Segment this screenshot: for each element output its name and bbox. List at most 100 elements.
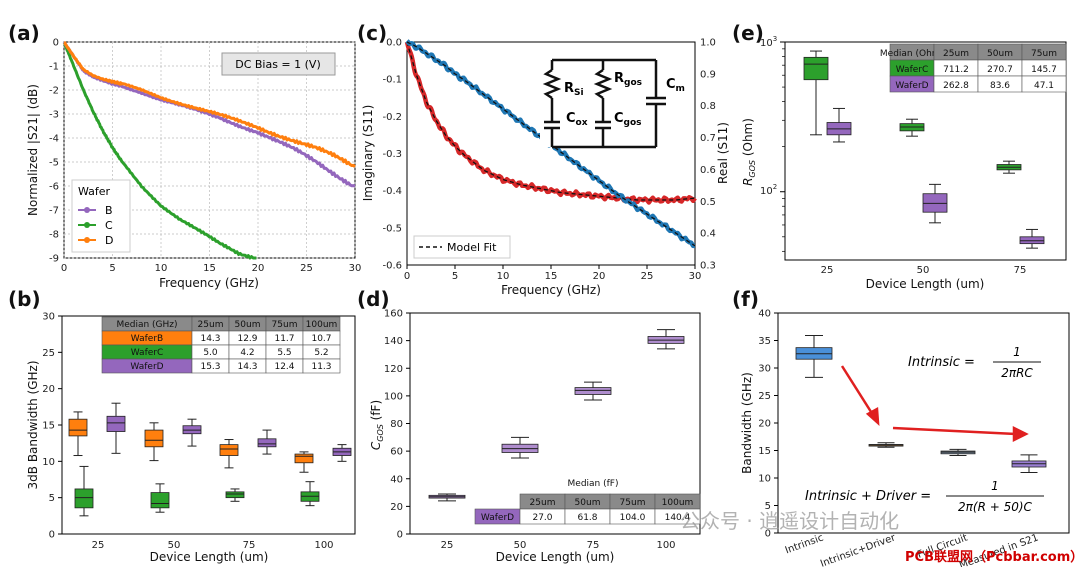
f-ytick: 15 [758,446,771,457]
panel-d-chart: 0 20 40 60 80 100 120 140 160 25 50 75 100 Median (f… [369,309,701,564]
panel-c-ylabel-left: Imaginary (S11) [361,105,375,202]
equation-intrinsic-den: 2πRC [1001,366,1033,380]
panel-f-ylabel: Bandwidth (GHz) [740,372,754,474]
d-ytick: 100 [384,391,403,402]
table-b-cell-text: WaferC [131,348,164,358]
table-b-cell-text: 11.7 [274,334,294,344]
dc-bias-box [221,52,336,76]
d-ytick: 80 [390,419,403,430]
a-ytick: -4 [49,134,59,145]
b-ytick: 15 [42,421,55,432]
table-b-hdr-text: 75um [272,320,298,330]
table-b-cell [302,358,341,374]
legend-a-label-B: B [105,204,113,217]
c-xtick: 20 [593,271,606,282]
c-ytick-right: 0.5 [700,197,716,208]
table-d-hdr-cell [475,494,520,509]
line-wafer-D [63,40,356,168]
panel-b-xlabel: Device Length (um) [150,550,269,564]
table-b-cell-text: 11.3 [311,362,331,372]
box-b-WaferB-50-iqr [144,429,164,448]
panel-a-chart: 0 5 10 15 20 25 30 0 -1 -2 -3 -4 -5 -6 -7 -8 -9 DC Bias … [26,38,361,291]
fit-real-s11 [406,41,696,247]
c-ytick-left: -0.4 [382,186,402,197]
table-e-cell-text: 83.6 [990,81,1010,91]
e-xtick: 50 [917,265,930,276]
legend-a-title: Wafer [78,185,111,198]
box-b-WaferB-100-iqr [294,453,314,464]
a-ytick: 0 [53,38,59,49]
a-xtick: 20 [252,263,265,274]
c-ytick-left: -0.2 [382,112,402,123]
a-xtick: 5 [109,263,115,274]
f-ytick: 10 [758,474,771,485]
b-xtick: 50 [168,540,181,551]
a-xtick: 15 [203,263,216,274]
table-d-cell-text: 140.4 [665,513,691,523]
d-xtick: 50 [514,540,527,551]
f-xtick: Intrinsic [784,532,825,556]
table-e-hdr-text: Median (Ohm) [880,49,944,59]
box-b-WaferB-100 [294,451,314,473]
c-ytick-right: 0.7 [700,133,716,144]
table-d-hdr-text: 75um [620,498,646,508]
box-d-75-iqr [574,387,612,395]
box-b-WaferD-25 [106,402,126,454]
panel-e-frame [784,41,1067,261]
table-e-hdr-text: 25um [943,49,969,59]
legend-a-marker-B [84,207,90,213]
box-b-WaferB-25-iqr [68,418,88,437]
box-f-3 [1011,454,1047,473]
box-e-WaferC-25 [803,50,829,136]
table-b-cell-text: 12.4 [274,362,294,372]
c-xtick: 25 [641,271,654,282]
panel-a-ylabel: Normalized |S21| (dB) [26,84,40,216]
b-xtick: 100 [314,540,333,551]
table-d-cell-text: 104.0 [620,513,646,523]
c-ytick-right: 0.6 [700,165,716,176]
f-ytick: 5 [765,501,771,512]
panel-b-chart: 0 5 10 15 20 25 30 25 50 75 100 Median (GHz) 25um 50… [26,312,356,564]
legend-c-label: Model Fit [447,241,497,254]
table-b-cell-text: 14.3 [200,334,220,344]
box-b-WaferB-75 [219,439,239,469]
table-b-cell-text: 10.7 [311,334,331,344]
box-d-25 [428,493,466,502]
table-b-cell-text: 5.5 [277,348,291,358]
label-rsi: RSi [564,81,584,98]
box-e-WaferC-50 [899,118,925,137]
box-f-2 [940,448,976,456]
a-ytick: -9 [49,254,59,265]
box-b-WaferC-75 [225,488,245,502]
box-e-WaferD-25 [826,107,852,143]
panel-label-a: (a) [8,21,40,45]
table-b-cell-text: 5.0 [203,348,218,358]
c-ytick-right: 0.8 [700,101,716,112]
panel-label-c: (c) [357,21,387,45]
panel-b-ylabel: 3dB Bandwidth (GHz) [26,361,40,490]
c-ytick-right: 0.3 [700,261,716,272]
line-imag-s11 [404,41,697,205]
box-b-WaferD-75 [257,429,277,455]
table-e-cell-text: 711.2 [943,65,969,75]
box-b-WaferD-100 [332,444,352,462]
e-ytick-major-1: 103 [760,35,777,49]
box-f-1 [868,442,904,448]
panel-label-f: (f) [732,287,759,311]
table-e-cell-text: 47.1 [1034,81,1054,91]
c-xtick: 15 [545,271,558,282]
f-ytick: 20 [758,419,771,430]
f-ytick: 0 [765,529,771,540]
box-e-WaferD-75 [1019,228,1045,249]
table-b-cell-text: 5.2 [314,348,328,358]
table-d-hdr-text: 50um [575,498,601,508]
label-cgos: Cgos [614,111,642,128]
a-xtick: 25 [300,263,313,274]
equation-driver-den: 2π(R + 50)C [958,500,1033,514]
panel-d-xlabel: Device Length (um) [496,550,615,564]
a-ytick: -2 [49,86,59,97]
box-b-WaferC-25-iqr [74,488,94,509]
c-ytick-right: 1.0 [700,38,716,49]
table-b-cell-text: 14.3 [237,362,257,372]
